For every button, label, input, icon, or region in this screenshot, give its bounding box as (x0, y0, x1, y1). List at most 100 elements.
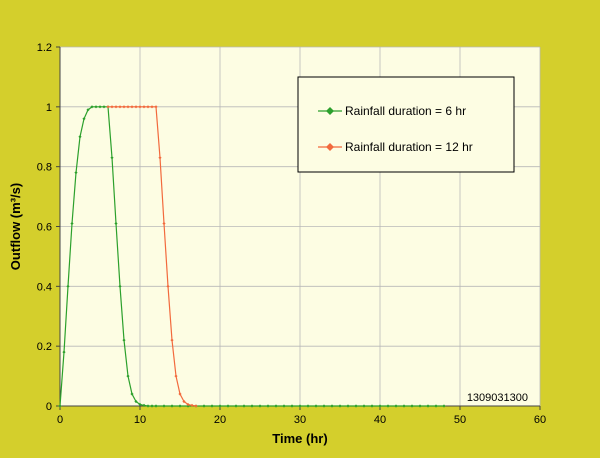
data-point (118, 105, 122, 109)
data-point (130, 392, 134, 396)
data-point (122, 105, 126, 109)
y-tick-label: 0.8 (37, 162, 52, 174)
data-point (154, 105, 158, 109)
data-point (322, 404, 326, 408)
x-tick-label: 0 (57, 414, 63, 426)
data-point (150, 404, 154, 408)
data-point (70, 221, 74, 226)
data-point (170, 404, 174, 408)
data-point (118, 284, 122, 288)
data-point (250, 404, 254, 408)
data-point (106, 105, 110, 109)
data-point (402, 404, 406, 408)
data-point (178, 392, 182, 396)
data-point (418, 404, 422, 408)
data-point (194, 404, 198, 408)
data-point (274, 404, 278, 408)
data-point (234, 404, 238, 408)
data-point (338, 404, 342, 408)
x-tick-label: 60 (534, 414, 546, 426)
legend-label: Rainfall duration = 6 hr (345, 104, 466, 118)
x-tick-label: 40 (374, 414, 386, 426)
data-point (426, 404, 430, 408)
data-point (78, 135, 82, 139)
series-1 (58, 105, 446, 408)
data-point (314, 404, 318, 408)
data-point (298, 404, 302, 408)
data-point (102, 105, 106, 109)
data-point (58, 404, 62, 408)
y-axis-label: Outflow (m³/s) (8, 183, 23, 270)
data-point (282, 404, 286, 408)
legend-marker (326, 143, 334, 151)
data-point (162, 404, 166, 408)
x-tick-label: 30 (294, 414, 306, 426)
data-point (82, 117, 86, 121)
legend: Rainfall duration = 6 hr Rainfall duratio… (297, 76, 515, 173)
data-point (266, 404, 270, 408)
data-point (410, 404, 414, 408)
data-point (306, 404, 310, 408)
figure-id-label: 1309031300 (467, 392, 528, 404)
data-point (98, 105, 102, 109)
series-group (58, 105, 446, 408)
data-point (94, 105, 98, 109)
data-point (190, 403, 194, 408)
x-tick-label: 50 (454, 414, 466, 426)
data-point (394, 404, 398, 408)
data-point (202, 404, 206, 408)
data-point (138, 402, 142, 407)
data-point (114, 221, 118, 226)
data-point (434, 404, 438, 408)
data-point (110, 156, 114, 160)
data-point (142, 403, 146, 408)
data-point (130, 105, 134, 109)
data-point (186, 402, 190, 407)
data-point (162, 221, 166, 226)
data-point (226, 404, 230, 408)
legend-label: Rainfall duration = 12 hr (345, 140, 473, 154)
data-point (174, 374, 178, 378)
data-point (122, 338, 126, 342)
data-point (258, 404, 262, 408)
data-point (110, 105, 114, 109)
legend-marker (326, 107, 334, 115)
data-point (150, 105, 154, 109)
x-axis-label: Time (hr) (272, 431, 327, 446)
data-point (166, 284, 170, 288)
data-point (126, 105, 130, 109)
data-point (134, 105, 138, 109)
x-tick-label: 10 (134, 414, 146, 426)
data-point (242, 404, 246, 408)
data-point (90, 105, 94, 109)
x-tick-label: 20 (214, 414, 226, 426)
data-point (114, 105, 118, 109)
data-point (442, 404, 446, 408)
data-point (146, 404, 150, 408)
data-point (142, 105, 146, 109)
data-point (134, 399, 138, 404)
data-point (218, 404, 222, 408)
data-point (86, 108, 90, 112)
y-tick-label: 0.4 (37, 281, 52, 293)
y-tick-label: 0 (46, 401, 52, 413)
data-point (346, 404, 350, 408)
legend-box (297, 76, 515, 173)
y-tick-label: 1 (46, 102, 52, 114)
data-point (66, 284, 70, 288)
y-tick-label: 1.2 (37, 42, 52, 54)
data-point (386, 404, 390, 408)
data-point (354, 404, 358, 408)
y-tick-label: 0.6 (37, 222, 52, 234)
data-point (138, 105, 142, 109)
data-point (74, 171, 78, 175)
data-point (290, 404, 294, 408)
data-point (178, 404, 182, 408)
data-point (154, 404, 158, 408)
data-point (158, 156, 162, 160)
data-point (62, 350, 66, 354)
data-point (362, 404, 366, 408)
data-point (146, 105, 150, 109)
